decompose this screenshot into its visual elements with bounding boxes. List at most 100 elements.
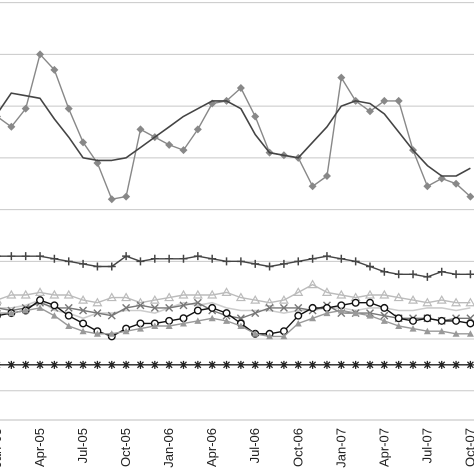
- series-6-point-28: [394, 314, 403, 323]
- series-8-point-15: [208, 360, 217, 369]
- series-7-point-27: [380, 317, 388, 324]
- series-8-point-13: [179, 360, 188, 369]
- series-0-point-10: [136, 125, 145, 134]
- series-7-point-26: [366, 312, 374, 319]
- series-5-point-8: [107, 311, 116, 320]
- series-4: [0, 299, 471, 320]
- series-2-point-22: [308, 254, 317, 263]
- series-0-point-0: [0, 115, 1, 118]
- series-2-point-25: [351, 257, 360, 266]
- series-7-point-8: [108, 330, 116, 337]
- series-7-point-12: [165, 322, 173, 330]
- series-0-point-33: [466, 192, 474, 201]
- series-0-line: [0, 53, 471, 200]
- series-0-point-24: [337, 73, 346, 82]
- series-6-point-33: [466, 319, 474, 328]
- series-6-point-21: [294, 311, 303, 320]
- series-5-point-18: [251, 309, 260, 318]
- series-3-point-15: [207, 289, 218, 299]
- series-0-point-5: [64, 104, 73, 113]
- series-6-point-5: [64, 311, 73, 320]
- series-5-point-13: [179, 301, 188, 310]
- series-7-point-29: [409, 325, 417, 332]
- series-8-point-18: [251, 360, 260, 369]
- x-tick-label-1: Apr-05: [32, 428, 47, 467]
- series-1-line: [0, 92, 471, 177]
- series-8: [0, 360, 474, 369]
- series-2-line: [0, 255, 471, 278]
- series-7-point-20: [280, 332, 288, 340]
- series-3-point-22: [307, 279, 318, 289]
- series-6: [0, 296, 474, 341]
- series-2-point-29: [409, 270, 418, 279]
- series-3-point-33: [465, 297, 474, 307]
- series-3-point-1: [6, 289, 17, 299]
- series-6-line: [0, 299, 471, 338]
- series-2-point-26: [365, 262, 374, 271]
- series-2-point-12: [165, 254, 174, 263]
- series-8-point-1: [7, 360, 16, 369]
- series-3-point-6: [78, 294, 89, 304]
- x-tick-label-0: Jan-05: [0, 428, 4, 468]
- series-0-point-23: [322, 171, 331, 180]
- series-3-point-27: [379, 289, 390, 299]
- series-7-point-6: [79, 327, 87, 335]
- series-7-point-5: [65, 322, 73, 330]
- series-7-point-21: [294, 319, 302, 327]
- series-3-point-9: [121, 292, 132, 302]
- series-6-point-3: [36, 296, 45, 305]
- series-2: [0, 252, 474, 281]
- series-7-point-10: [136, 325, 144, 332]
- series-6-point-32: [452, 316, 461, 325]
- series-1: [0, 92, 471, 177]
- series-8-point-20: [279, 360, 288, 369]
- series-2-point-24: [337, 254, 346, 263]
- series-2-point-3: [36, 252, 45, 261]
- series-5-point-19: [265, 303, 274, 312]
- series-3-point-18: [250, 294, 261, 304]
- series-0-point-14: [193, 125, 202, 134]
- series-5-point-11: [150, 303, 159, 312]
- series-7-point-19: [266, 332, 274, 340]
- series-layer: [0, 50, 474, 369]
- series-4-line: [0, 299, 471, 320]
- series-3-line: [0, 283, 471, 304]
- series-2-point-16: [222, 257, 231, 266]
- series-7-point-33: [466, 330, 474, 337]
- series-5-point-27: [380, 311, 389, 320]
- series-6-point-22: [308, 303, 317, 312]
- series-3-point-31: [436, 294, 447, 304]
- series-3-point-29: [407, 294, 419, 304]
- series-3-point-21: [293, 287, 304, 296]
- series-7-point-0: [0, 315, 1, 317]
- series-8-point-21: [294, 360, 303, 369]
- series-5-point-20: [279, 303, 288, 312]
- series-2-point-0: [0, 255, 1, 257]
- series-7-point-14: [194, 317, 202, 324]
- series-7-point-13: [179, 319, 187, 327]
- series-2-point-20: [279, 259, 288, 268]
- series-2-point-7: [93, 262, 102, 271]
- series-2-point-9: [122, 252, 131, 261]
- series-6-point-29: [409, 316, 418, 325]
- x-tick-label-9: Apr-07: [376, 428, 391, 467]
- series-8-point-23: [322, 360, 331, 369]
- series-3-point-14: [192, 289, 203, 299]
- series-2-point-13: [179, 254, 188, 263]
- series-0-point-28: [394, 96, 403, 105]
- series-7-point-25: [352, 309, 360, 317]
- series-3-point-20: [278, 294, 289, 304]
- series-8-point-30: [423, 360, 432, 369]
- series-6-point-30: [423, 314, 432, 323]
- series-8-point-9: [122, 360, 131, 369]
- series-8-point-2: [21, 360, 30, 369]
- series-0-point-22: [308, 182, 317, 191]
- series-8-point-33: [466, 360, 474, 369]
- x-tick-label-5: Apr-06: [204, 428, 219, 467]
- series-7-point-23: [323, 309, 331, 317]
- x-axis: Jan-05 Apr-05 Jul-05 Oct-05 Jan-06 Apr-06 Jul-…: [0, 419, 474, 468]
- series-7-point-31: [438, 327, 446, 335]
- series-8-point-12: [165, 360, 174, 369]
- x-tick-label-3: Oct-05: [118, 428, 133, 467]
- x-tick-label-2: Jul-05: [75, 428, 90, 463]
